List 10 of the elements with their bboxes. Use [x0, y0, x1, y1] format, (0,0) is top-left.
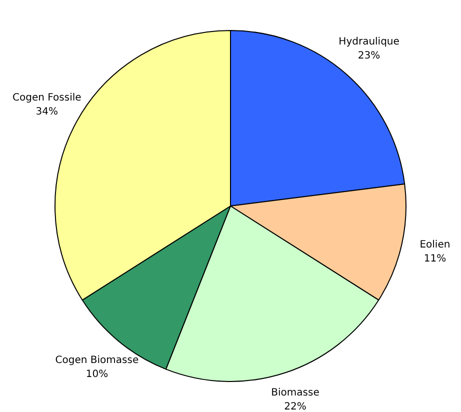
data-label: 23% — [358, 50, 380, 62]
slice-label: Biomasse — [271, 388, 320, 399]
data-label: 34% — [36, 106, 58, 118]
slice-label: Hydraulique — [338, 36, 400, 48]
slice-label: Cogen Fossile — [12, 92, 82, 104]
slice-label: Eolien — [420, 239, 450, 250]
data-label: 10% — [86, 369, 108, 380]
data-label: 11% — [424, 253, 446, 264]
data-label: 22% — [284, 402, 306, 412]
slice-label: Cogen Biomasse — [55, 355, 139, 366]
